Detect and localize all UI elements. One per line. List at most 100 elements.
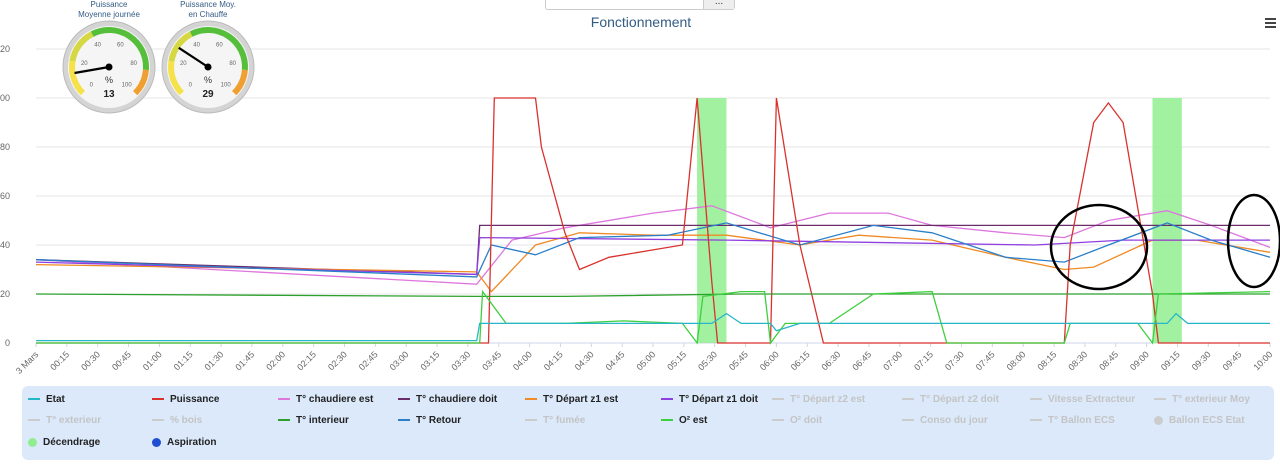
x-tick-label: 08:45 xyxy=(1097,349,1120,372)
series-line-etat xyxy=(36,312,1270,342)
search-button[interactable]: ... xyxy=(703,0,734,9)
legend-item--bois[interactable]: % bois xyxy=(152,415,202,426)
x-tick-label: 02:15 xyxy=(295,349,318,372)
gauge-value: 29 xyxy=(202,89,214,100)
gauge-tick-label: 0 xyxy=(189,83,193,89)
legend-item-t-d-part-z2-est[interactable]: T° Départ z2 est xyxy=(772,394,865,405)
gauge-band xyxy=(168,60,185,96)
x-tick-label: 01:30 xyxy=(203,349,226,372)
legend-symbol xyxy=(1154,415,1163,425)
legend-item-vitesse-extracteur[interactable]: Vitesse Extracteur xyxy=(1030,394,1135,405)
series-line-t-d-part-z1-est xyxy=(35,232,1271,293)
legend-symbol xyxy=(902,419,914,422)
legend-item-t-fum-e[interactable]: T° fumée xyxy=(525,415,585,426)
legend-label: Ballon ECS Etat xyxy=(1169,415,1245,426)
legend-item-puissance[interactable]: Puissance xyxy=(152,394,219,405)
x-tick-label: 05:00 xyxy=(634,349,657,372)
x-tick-label: 08:30 xyxy=(1066,349,1089,372)
legend-label: T° chaudiere est xyxy=(296,394,374,405)
gauge-tick-label: 20 xyxy=(180,61,187,67)
legend-label: % bois xyxy=(170,415,203,426)
legend-item-t-chaudiere-est[interactable]: T° chaudiere est xyxy=(278,394,373,405)
x-tick-label: 09:00 xyxy=(1128,349,1151,372)
legend-label: T° Ballon ECS xyxy=(1048,415,1115,426)
x-tick-label: 06:30 xyxy=(820,349,843,372)
y-tick-label: 20 xyxy=(0,289,10,299)
legend-item-t-ballon-ecs[interactable]: T° Ballon ECS xyxy=(1030,415,1115,426)
legend-label: T° Départ z2 est xyxy=(790,394,866,405)
x-tick-label: 03:30 xyxy=(449,349,472,372)
legend-label: T° Retour xyxy=(416,415,462,426)
legend-label: T° chaudiere doit xyxy=(416,394,498,405)
x-tick-label: 08:15 xyxy=(1035,349,1058,372)
legend-item-conso-du-jour[interactable]: Conso du jour xyxy=(902,415,988,426)
gauge-tick-label: 20 xyxy=(81,61,88,67)
legend-item-d-cendrage[interactable]: Décendrage xyxy=(28,437,100,448)
gauge-tick-label: 40 xyxy=(94,43,101,49)
legend-symbol xyxy=(772,419,784,422)
legend-symbol xyxy=(772,398,784,401)
gauge-tick-label: 60 xyxy=(216,43,223,49)
legend-item-o-est[interactable]: O² est xyxy=(661,415,707,426)
legend-label: T° exterieur xyxy=(46,415,102,426)
legend-label: Conso du jour xyxy=(920,415,988,426)
legend-item-t-d-part-z1-doit[interactable]: T° Départ z1 doit xyxy=(661,394,758,405)
x-tick-label: 09:15 xyxy=(1159,349,1182,372)
legend-item-ballon-ecs-etat[interactable]: Ballon ECS Etat xyxy=(1154,415,1245,426)
x-tick-label: 09:45 xyxy=(1221,349,1244,372)
legend-symbol xyxy=(902,398,914,401)
legend-item-o-doit[interactable]: O² doit xyxy=(772,415,822,426)
gauge-band xyxy=(168,31,193,62)
legend-label: T° Départ z1 est xyxy=(543,394,619,405)
legend-label: Puissance xyxy=(170,394,220,405)
series-line-t-interieur xyxy=(35,293,1270,298)
legend-item-t-chaudiere-doit[interactable]: T° chaudiere doit xyxy=(398,394,497,405)
x-tick-label: 08:00 xyxy=(1005,349,1028,372)
search-box[interactable]: ... xyxy=(545,0,735,10)
legend-symbol xyxy=(525,398,537,401)
x-tick-label: 10:00 xyxy=(1251,349,1274,372)
gauge-band xyxy=(231,69,248,96)
gauge-pivot xyxy=(105,63,113,71)
gauge-tick-label: 100 xyxy=(122,83,133,89)
legend-label: T° interieur xyxy=(296,415,349,426)
y-tick-label: 0 xyxy=(5,338,10,348)
legend-label: T° Départ z1 doit xyxy=(679,394,759,405)
legend-item-t-d-part-z2-doit[interactable]: T° Départ z2 doit xyxy=(902,394,999,405)
legend-item-etat[interactable]: Etat xyxy=(28,394,65,405)
legend-item-t-exterieur-moy[interactable]: T° exterieur Moy xyxy=(1154,394,1250,405)
gauge-subtitle: en Chauffe xyxy=(189,10,229,19)
legend-label: T° fumée xyxy=(543,415,586,426)
x-tick-label: 01:15 xyxy=(172,349,195,372)
legend-item-t-d-part-z1-est[interactable]: T° Départ z1 est xyxy=(525,394,618,405)
legend-item-t-retour[interactable]: T° Retour xyxy=(398,415,461,426)
legend-label: O² doit xyxy=(790,415,823,426)
menu-icon[interactable] xyxy=(1265,16,1276,30)
gauge-tick-label: 100 xyxy=(221,83,232,89)
legend-symbol xyxy=(28,419,40,422)
legend-symbol xyxy=(661,419,673,422)
legend-symbol xyxy=(1030,419,1042,422)
x-tick-label: 03:00 xyxy=(388,349,411,372)
gauge-unit: % xyxy=(105,75,113,85)
annotation-circle xyxy=(1049,203,1149,291)
x-tick-label: 02:00 xyxy=(264,349,287,372)
legend-item-aspiration[interactable]: Aspiration xyxy=(152,437,216,448)
y-tick-label: 40 xyxy=(0,240,10,250)
legend-symbol xyxy=(1030,398,1042,401)
series-line-t-chaudiere-est xyxy=(35,205,1271,285)
y-tick-label: 60 xyxy=(0,191,10,201)
y-tick-label: 80 xyxy=(0,142,10,152)
y-tick-label: 120 xyxy=(0,44,10,54)
legend-label: O² est xyxy=(679,415,708,426)
legend-item-t-exterieur[interactable]: T° exterieur xyxy=(28,415,101,426)
gauge-title: Puissance xyxy=(91,0,128,9)
gauge-needle xyxy=(178,46,209,68)
chart-legend: Etat Puissance T° chaudiere est T° chaudier… xyxy=(22,386,1274,460)
gauge-title: Puissance Moy. xyxy=(180,0,236,9)
legend-symbol xyxy=(525,419,537,422)
legend-symbol xyxy=(278,419,290,422)
legend-item-t-interieur[interactable]: T° interieur xyxy=(278,415,349,426)
legend-symbol xyxy=(152,398,164,401)
x-tick-label: 09:30 xyxy=(1190,349,1213,372)
